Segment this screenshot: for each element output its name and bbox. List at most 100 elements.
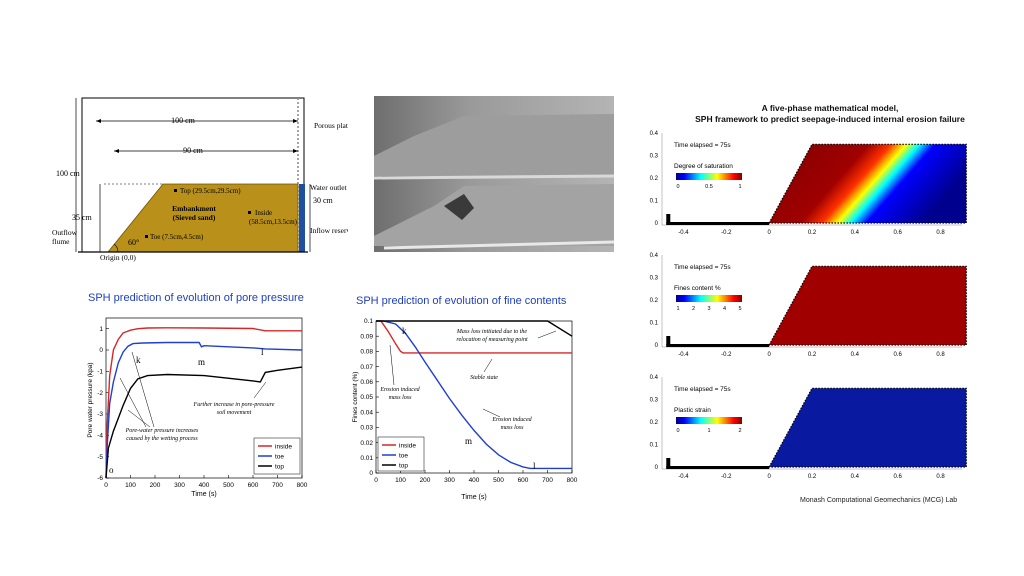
x-tick-label: 0.4 (851, 230, 860, 236)
dim-100-top-label: 100 cm (171, 116, 196, 125)
fines-content-chart: 0 100 200 300 400 500 600 700 800 0 0.01 0.02 0.03 0.… (352, 318, 578, 501)
annotation-erosion-inside-2: mass loss (389, 395, 413, 401)
y-tick-label: 0 (99, 347, 103, 354)
outflow-label: Outflow (52, 228, 78, 237)
annotation-arrow (537, 330, 557, 339)
y-tick-label: 0.03 (360, 425, 373, 432)
x-tick-label: 0 (767, 230, 771, 236)
y-tick-label: 0.2 (650, 420, 659, 426)
toe-point-marker (145, 235, 148, 238)
dim-100-left-label: 100 cm (56, 169, 81, 178)
marker-k: k (402, 326, 407, 336)
annotation-arrow (389, 344, 395, 386)
colorbar-title: Fines content % (674, 285, 721, 292)
flume-base (666, 466, 770, 469)
annotation-further-1: Further increase in pore-pressure (193, 402, 275, 408)
x-tick-label: -0.4 (678, 352, 689, 358)
x-tick-label: 600 (518, 477, 529, 484)
sph-model-panels: 0 0.1 0.2 0.3 0.4 -0.4 -0.2 0 0.2 0.4 0.6 0.8 Time e… (650, 131, 967, 480)
flume-base (666, 344, 770, 347)
x-tick-label: 200 (420, 477, 431, 484)
annotation-relocation-1: Mass loss initiated due to the (456, 329, 528, 335)
y-tick-label: -1 (97, 369, 103, 376)
time-elapsed-label: Time elapsed = 75s (674, 264, 731, 271)
marker-o: o (109, 465, 114, 475)
embankment-field (768, 265, 967, 346)
inflow-reservoir-water (299, 184, 305, 252)
x-tick-label: -0.2 (721, 230, 732, 236)
angle-label: 60° (128, 238, 139, 247)
origin-label: Origin (0,0) (100, 253, 136, 262)
x-tick-label: 0.4 (851, 474, 860, 480)
legend-label-inside: inside (399, 443, 416, 450)
y-tick-label: 0.1 (650, 199, 659, 205)
annotation-arrow (483, 358, 493, 373)
annotation-further-2: soil movement (217, 410, 252, 416)
y-tick-label: 0.01 (360, 455, 373, 462)
model-panel-2: 0 0.1 0.2 0.3 0.4 -0.4 -0.2 0 0.2 0.4 0.6 0.8 Time e… (650, 253, 967, 358)
dim-arrowhead (96, 119, 101, 123)
x-tick-label: -0.2 (721, 474, 732, 480)
x-tick-label: 200 (150, 482, 161, 489)
x-tick-label: 700 (542, 477, 553, 484)
pore-chart-title: SPH prediction of evolution of pore pres… (88, 292, 304, 304)
x-tick-label: 0.8 (936, 474, 945, 480)
x-tick-label: -0.4 (678, 230, 689, 236)
top-point-marker (174, 189, 177, 192)
photo-ruler (383, 240, 614, 250)
y-tick-label: -4 (97, 433, 103, 440)
marker-l: l (261, 347, 264, 357)
legend-label-toe: toe (399, 453, 408, 460)
x-tick-label: 400 (199, 482, 210, 489)
legend-label-toe: toe (275, 454, 284, 461)
y-tick-label: 0.3 (650, 276, 659, 282)
x-tick-label: 100 (395, 477, 406, 484)
annotation-erosion-toe-2: mass loss (501, 425, 525, 431)
colorbar-tick-label: 1 (738, 184, 741, 190)
annotation-arrow (127, 409, 151, 428)
y-axis-label: Pore water pressure (kpa) (87, 362, 94, 437)
fines-chart-title: SPH prediction of evolution of fine cont… (356, 295, 567, 307)
inside-point-marker (248, 211, 251, 214)
dim-35-label: 35 cm (72, 213, 93, 222)
dim-arrowhead (293, 119, 298, 123)
marker-l: l (533, 461, 536, 471)
annotation-stable: Stable state (470, 375, 498, 381)
porous-plate-label: Porous plate (314, 121, 348, 130)
photo-erosion-cavity (444, 194, 474, 220)
x-tick-label: 100 (125, 482, 136, 489)
series-line-top (376, 320, 573, 337)
colorbar-tick-label: 0 (676, 184, 679, 190)
model-title-line-1: A five-phase mathematical model, (761, 103, 899, 113)
x-tick-label: -0.4 (678, 474, 689, 480)
inflow-reservoir-label: Inflow reservoir (310, 226, 348, 235)
photo-lower-slope (374, 184, 614, 246)
series-line-toe (376, 320, 572, 470)
y-tick-label: 0.1 (650, 443, 659, 449)
x-tick-label: 500 (493, 477, 504, 484)
y-tick-label: 0.04 (360, 409, 373, 416)
outflow-flume (666, 214, 671, 225)
y-tick-label: 0.06 (360, 379, 373, 386)
y-tick-label: 0.4 (650, 375, 659, 381)
x-tick-label: 800 (567, 477, 578, 484)
x-tick-label: 0.4 (851, 352, 860, 358)
colorbar (676, 295, 742, 302)
y-tick-label: 0.2 (650, 298, 659, 304)
legend-label-top: top (275, 464, 284, 471)
flume-base (666, 222, 770, 225)
annotation-erosion-inside-1: Erosion induced (379, 387, 420, 393)
x-tick-label: 0 (767, 352, 771, 358)
y-tick-label: 0 (655, 465, 659, 471)
y-tick-label: 0.3 (650, 154, 659, 160)
y-tick-label: 0.3 (650, 398, 659, 404)
colorbar-tick-label: 4 (723, 306, 726, 312)
marker-m: m (198, 357, 205, 367)
legend: inside toe top (377, 436, 425, 472)
dim-90-label: 90 cm (183, 146, 204, 155)
y-tick-label: -3 (97, 411, 103, 418)
annotation-arrow (119, 377, 147, 428)
annotation-relocation-2: relocation of measuring point (456, 336, 528, 343)
time-elapsed-label: Time elapsed = 75s (674, 142, 731, 149)
colorbar-tick-label: 3 (707, 306, 710, 312)
